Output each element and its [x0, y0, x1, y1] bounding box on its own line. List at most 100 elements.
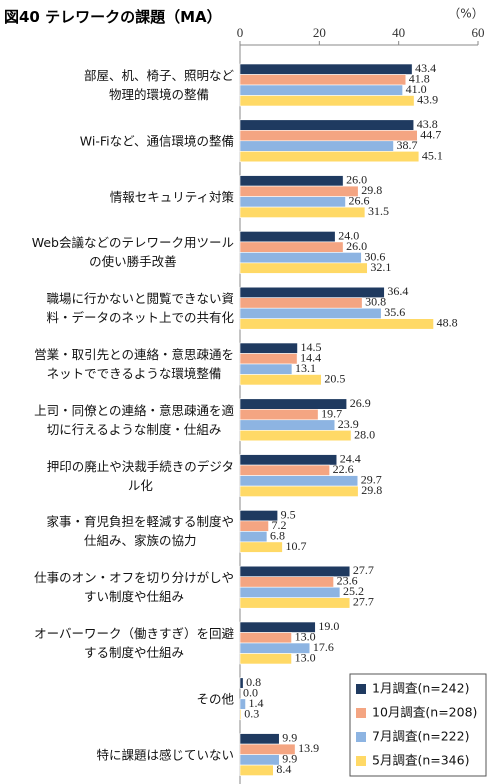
- category-label: オーバーワーク（働きすぎ）を回避 する制度や仕組み: [0, 624, 234, 662]
- bar: [239, 764, 274, 776]
- value-label: 0.3: [244, 706, 259, 720]
- legend-label: 1月調査(n=242): [372, 681, 469, 696]
- category-text: 特に課題は感じていない: [96, 747, 234, 763]
- category-text: 職場に行かないと閲覧できない資 料・データのネット上での共有化: [46, 291, 234, 326]
- legend-box: [349, 673, 487, 777]
- chart-title: 図40 テレワークの課題（MA）: [4, 8, 222, 26]
- bar: [239, 419, 336, 431]
- bar: [239, 632, 292, 644]
- category-text: Wi-Fiなど、通信環境の整備: [79, 133, 234, 149]
- bar: [239, 475, 359, 487]
- value-label: 19.0: [318, 619, 339, 633]
- value-label: 13.0: [295, 630, 316, 644]
- value-label: 45.1: [422, 148, 443, 162]
- bar: [239, 565, 351, 578]
- category-text: 営業・取引先との連絡・意思疎通を ネットでできるような環境整備: [34, 347, 234, 381]
- category-label: 職場に行かないと閲覧できない資 料・データのネット上での共有化: [0, 289, 234, 327]
- value-label: 13.0: [295, 651, 316, 665]
- bar: [239, 297, 363, 309]
- value-label: 30.8: [365, 295, 386, 309]
- bar: [239, 286, 385, 299]
- bar: [239, 262, 368, 274]
- bar: [239, 63, 413, 75]
- bar: [239, 119, 415, 131]
- value-label: 27.7: [353, 563, 374, 577]
- bar: [239, 140, 394, 152]
- value-label: 36.4: [387, 284, 408, 298]
- bar: [239, 185, 359, 197]
- x-tick-label: 0: [237, 25, 244, 40]
- value-label: 41.0: [406, 82, 427, 96]
- category-text: 家事・育児負担を軽減する制度や 仕組み、家族の協力: [46, 514, 234, 549]
- bar: [239, 454, 338, 466]
- legend-swatch: [356, 708, 366, 718]
- category-text: 押印の廃止や決裁手続きのデジタ ル化: [46, 458, 234, 493]
- bar: [239, 175, 344, 187]
- value-label: 23.9: [338, 417, 359, 431]
- value-label: 31.5: [368, 204, 389, 218]
- value-label: 24.0: [338, 228, 359, 242]
- value-label: 29.8: [361, 183, 382, 197]
- category-label: 特に課題は感じていない: [0, 745, 234, 764]
- value-label: 27.7: [353, 595, 374, 609]
- value-label: 13.9: [298, 741, 319, 755]
- value-label: 26.6: [349, 194, 370, 208]
- value-label: 10.7: [285, 539, 306, 553]
- value-label: 29.7: [361, 473, 382, 487]
- bar: [239, 84, 403, 96]
- bar: [239, 241, 344, 253]
- category-text: 部屋、机、椅子、照明など 物理的環境の整備: [83, 68, 234, 102]
- category-label: 上司・同僚との連絡・意思疎通を適 切に行えるような制度・仕組み: [0, 401, 234, 439]
- legend-label: 7月調査(n=222): [372, 729, 469, 744]
- legend-label: 5月調査(n=346): [372, 753, 469, 768]
- value-label: 38.7: [397, 138, 418, 152]
- bar: [239, 130, 418, 142]
- value-label: 22.6: [333, 462, 354, 476]
- bar: [239, 733, 280, 745]
- value-label: 7.2: [272, 518, 287, 532]
- value-label: 24.4: [340, 452, 361, 466]
- value-label: 44.7: [420, 127, 441, 141]
- value-label: 20.5: [324, 372, 345, 386]
- legend-swatch: [356, 732, 366, 742]
- value-label: 9.9: [282, 752, 297, 766]
- category-label: その他: [0, 689, 234, 708]
- bar: [239, 307, 382, 320]
- value-label: 30.6: [364, 249, 385, 263]
- category-text: その他: [196, 691, 234, 707]
- bar: [239, 408, 319, 421]
- legend-swatch: [356, 756, 366, 766]
- legend-label: 10月調査(n=208): [372, 705, 477, 720]
- bar: [239, 74, 407, 86]
- bar: [239, 231, 336, 243]
- bar: [239, 653, 292, 665]
- value-label: 17.6: [313, 640, 334, 654]
- value-label: 26.0: [346, 173, 367, 187]
- value-label: 8.4: [276, 762, 291, 776]
- legend-swatch: [356, 684, 366, 694]
- bar: [239, 95, 415, 107]
- x-tick-label: 40: [392, 25, 405, 40]
- bar: [239, 196, 346, 208]
- value-label: 43.8: [417, 117, 438, 131]
- bar: [239, 353, 298, 365]
- category-label: 仕事のオン・オフを切り分けがしや すい制度や仕組み: [0, 568, 234, 606]
- bar: [239, 541, 283, 553]
- category-label: 押印の廃止や決裁手続きのデジタ ル化: [0, 457, 234, 495]
- bar: [239, 318, 434, 330]
- category-text: 上司・同僚との連絡・意思疎通を適 切に行えるような制度・仕組み: [34, 402, 234, 437]
- bar: [239, 531, 268, 543]
- value-label: 14.4: [300, 351, 321, 365]
- x-tick-label: 60: [472, 25, 485, 40]
- bar: [239, 754, 280, 766]
- value-label: 26.9: [350, 396, 371, 410]
- value-label: 13.1: [295, 361, 316, 375]
- value-label: 43.4: [415, 61, 436, 75]
- value-label: 9.5: [281, 507, 296, 521]
- value-label: 0.0: [243, 685, 258, 699]
- value-label: 28.0: [354, 427, 375, 441]
- value-label: 6.8: [270, 528, 285, 542]
- bar: [239, 151, 420, 163]
